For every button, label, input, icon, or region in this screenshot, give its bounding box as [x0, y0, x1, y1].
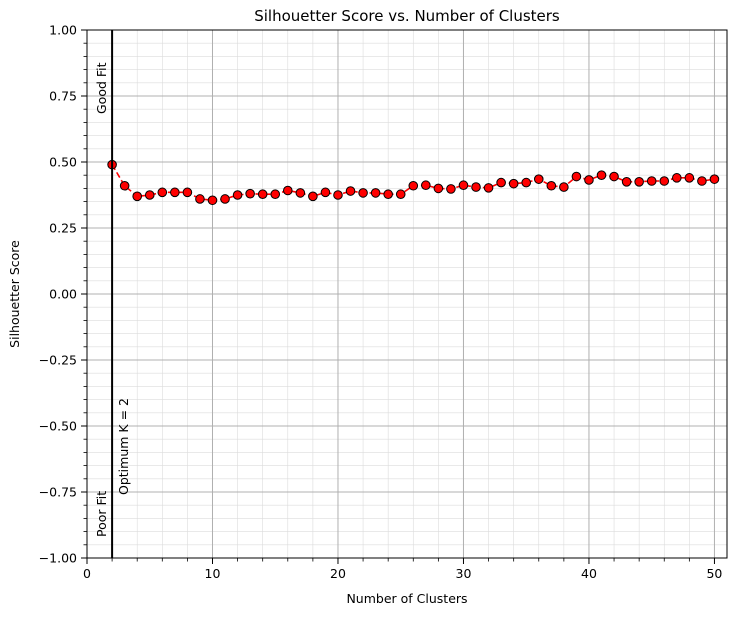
data-point [345, 186, 356, 196]
data-point [132, 191, 142, 202]
data-point [220, 194, 230, 204]
data-point [195, 194, 205, 204]
data-point [559, 182, 569, 192]
data-point [433, 183, 444, 194]
data-point [709, 174, 720, 184]
data-point [609, 171, 619, 182]
data-point [358, 188, 368, 198]
data-point [182, 187, 193, 198]
data-point [282, 185, 293, 196]
data-point [584, 175, 594, 185]
data-point [320, 187, 331, 198]
y-tick-label: 1.00 [49, 23, 77, 38]
data-point [672, 173, 682, 183]
data-point [446, 184, 456, 194]
data-point [119, 180, 130, 191]
data-point [533, 174, 544, 184]
data-point [408, 180, 419, 191]
data-point [245, 188, 255, 199]
data-point [646, 176, 657, 186]
data-point [621, 177, 632, 187]
y-tick-label: −1.00 [39, 551, 77, 566]
data-point [659, 176, 670, 186]
x-axis-label: Number of Clusters [346, 591, 467, 606]
annotation-good-fit: Good Fit [94, 62, 109, 114]
data-point [458, 180, 469, 191]
data-point [207, 195, 218, 206]
data-point [697, 176, 707, 186]
data-point [170, 187, 180, 198]
data-point [546, 180, 557, 191]
x-tick-label: 0 [83, 566, 91, 581]
y-tick-label: 0.25 [49, 221, 77, 236]
x-tick-label: 20 [330, 566, 346, 581]
data-point [634, 177, 644, 187]
data-point [421, 180, 431, 191]
x-tick-label: 50 [706, 566, 722, 581]
ticks-layer: 0 10 20 30 40 50 −1.00 −0.75 −0.50 −0.25 0.00 0.25 0… [39, 23, 723, 582]
data-point [684, 173, 695, 183]
data-point [144, 190, 155, 200]
data-point [521, 177, 532, 188]
y-tick-label: 0.00 [49, 287, 77, 302]
annotation-optimum-k: Optimum K = 2 [116, 398, 131, 495]
y-tick-label: −0.50 [39, 419, 77, 434]
y-axis-label: Silhouetter Score [7, 240, 22, 348]
x-tick-label: 30 [456, 566, 472, 581]
data-point [496, 177, 506, 188]
data-point [596, 170, 607, 180]
data-point [483, 183, 494, 193]
data-point [257, 189, 268, 200]
series-layer [107, 159, 720, 206]
data-point [157, 187, 168, 198]
data-point [270, 189, 281, 200]
y-tick-label: −0.25 [39, 353, 77, 368]
annotation-poor-fit: Poor Fit [94, 491, 109, 537]
y-tick-label: 0.50 [49, 155, 77, 170]
y-tick-label: 0.75 [49, 89, 77, 104]
data-point [571, 171, 582, 182]
major-grid [86, 29, 727, 559]
data-point [383, 189, 393, 200]
data-point [232, 190, 243, 200]
chart-title: Silhouetter Score vs. Number of Clusters [254, 7, 560, 25]
data-point [395, 189, 406, 200]
data-point [370, 188, 381, 198]
x-tick-label: 40 [581, 566, 597, 581]
data-point [308, 191, 318, 202]
y-tick-label: −0.75 [39, 485, 77, 500]
x-tick-label: 10 [205, 566, 221, 581]
data-point [295, 188, 306, 198]
data-point [471, 182, 481, 192]
data-point [508, 178, 519, 189]
data-point [333, 190, 343, 200]
